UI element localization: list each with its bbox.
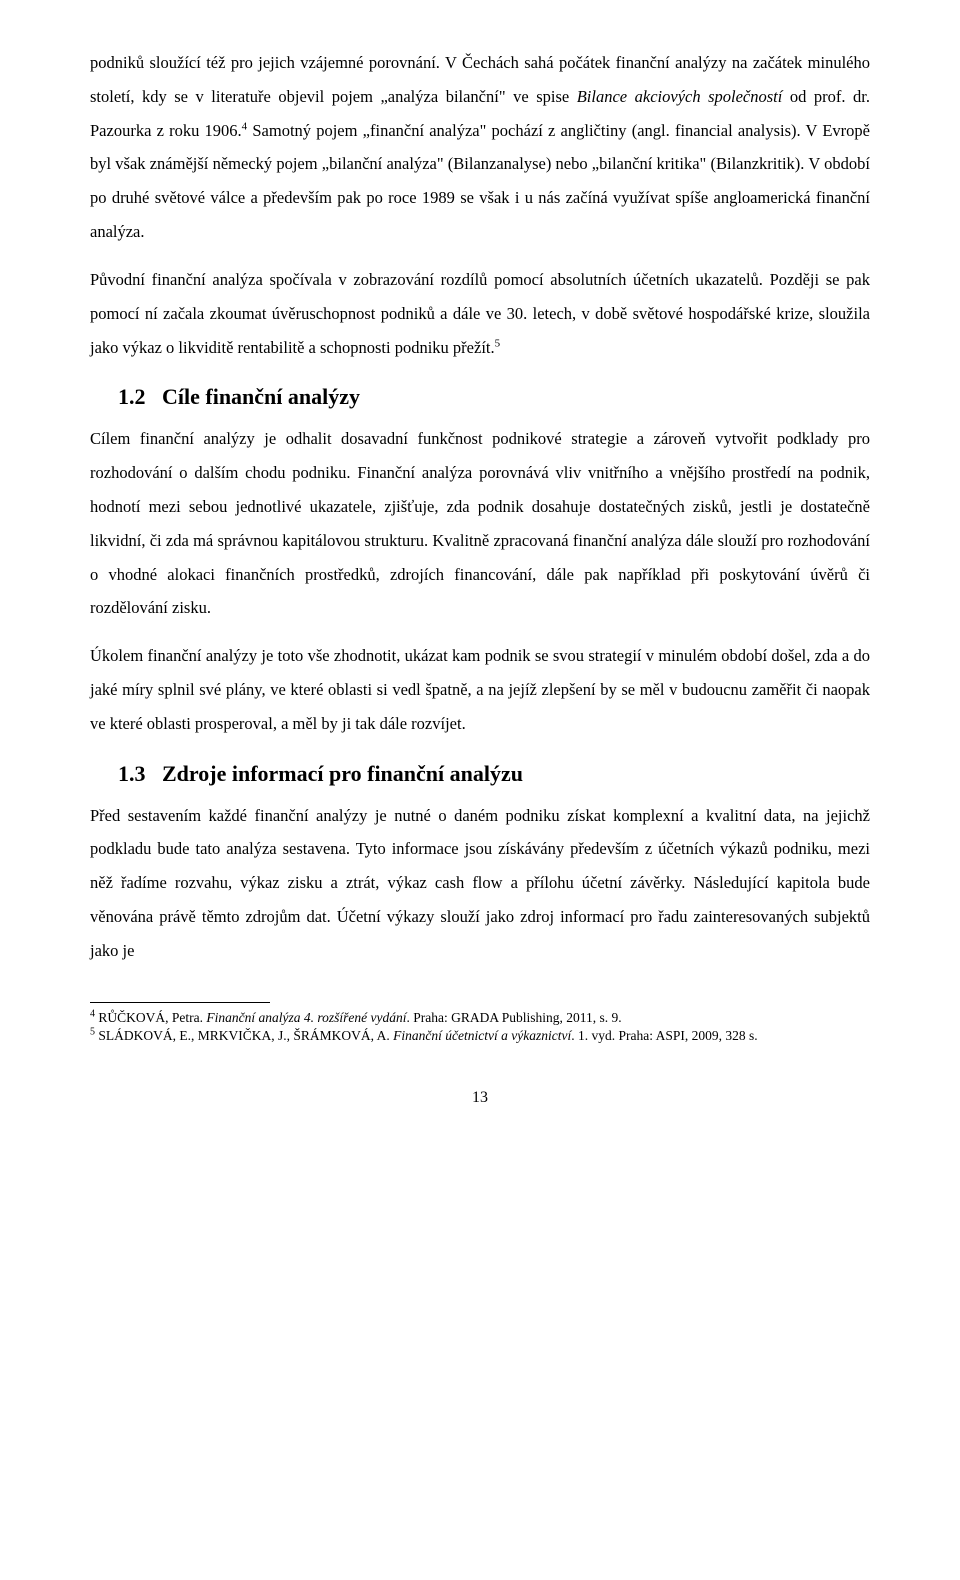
- text-run: . Praha: GRADA Publishing, 2011, s. 9.: [406, 1010, 621, 1025]
- paragraph-2: Původní finanční analýza spočívala v zob…: [90, 263, 870, 364]
- page-number: 13: [90, 1089, 870, 1107]
- heading-title: Cíle finanční analýzy: [162, 384, 360, 409]
- text-italic: Bilance akciových společností: [577, 87, 783, 106]
- text-run: Před sestavením každé finanční analýzy j…: [90, 806, 870, 960]
- footnote-ref-5: 5: [495, 337, 501, 349]
- text-run: RŮČKOVÁ, Petra.: [95, 1010, 206, 1025]
- text-run: Cílem finanční analýzy je odhalit dosava…: [90, 429, 870, 617]
- paragraph-3: Cílem finanční analýzy je odhalit dosava…: [90, 422, 870, 625]
- text-run: . 1. vyd. Praha: ASPI, 2009, 328 s.: [571, 1028, 757, 1043]
- footnote-5: 5 SLÁDKOVÁ, E., MRKVIČKA, J., ŠRÁMKOVÁ, …: [90, 1027, 870, 1045]
- footnotes-separator: [90, 1002, 270, 1003]
- paragraph-4: Úkolem finanční analýzy je toto vše zhod…: [90, 639, 870, 740]
- text-run: Úkolem finanční analýzy je toto vše zhod…: [90, 646, 870, 733]
- footnote-4: 4 RŮČKOVÁ, Petra. Finanční analýza 4. ro…: [90, 1009, 870, 1027]
- text-italic: Finanční účetnictví a výkaznictví: [393, 1028, 571, 1043]
- heading-1-2: 1.2Cíle finanční analýzy: [90, 384, 870, 410]
- heading-title: Zdroje informací pro finanční analýzu: [162, 761, 523, 786]
- paragraph-5: Před sestavením každé finanční analýzy j…: [90, 799, 870, 968]
- text-run: Původní finanční analýza spočívala v zob…: [90, 270, 870, 357]
- heading-number: 1.3: [118, 761, 162, 787]
- heading-number: 1.2: [118, 384, 162, 410]
- text-italic: Finanční analýza 4. rozšířené vydání: [206, 1010, 406, 1025]
- paragraph-1: podniků sloužící též pro jejich vzájemné…: [90, 46, 870, 249]
- text-run: SLÁDKOVÁ, E., MRKVIČKA, J., ŠRÁMKOVÁ, A.: [95, 1028, 393, 1043]
- heading-1-3: 1.3Zdroje informací pro finanční analýzu: [90, 761, 870, 787]
